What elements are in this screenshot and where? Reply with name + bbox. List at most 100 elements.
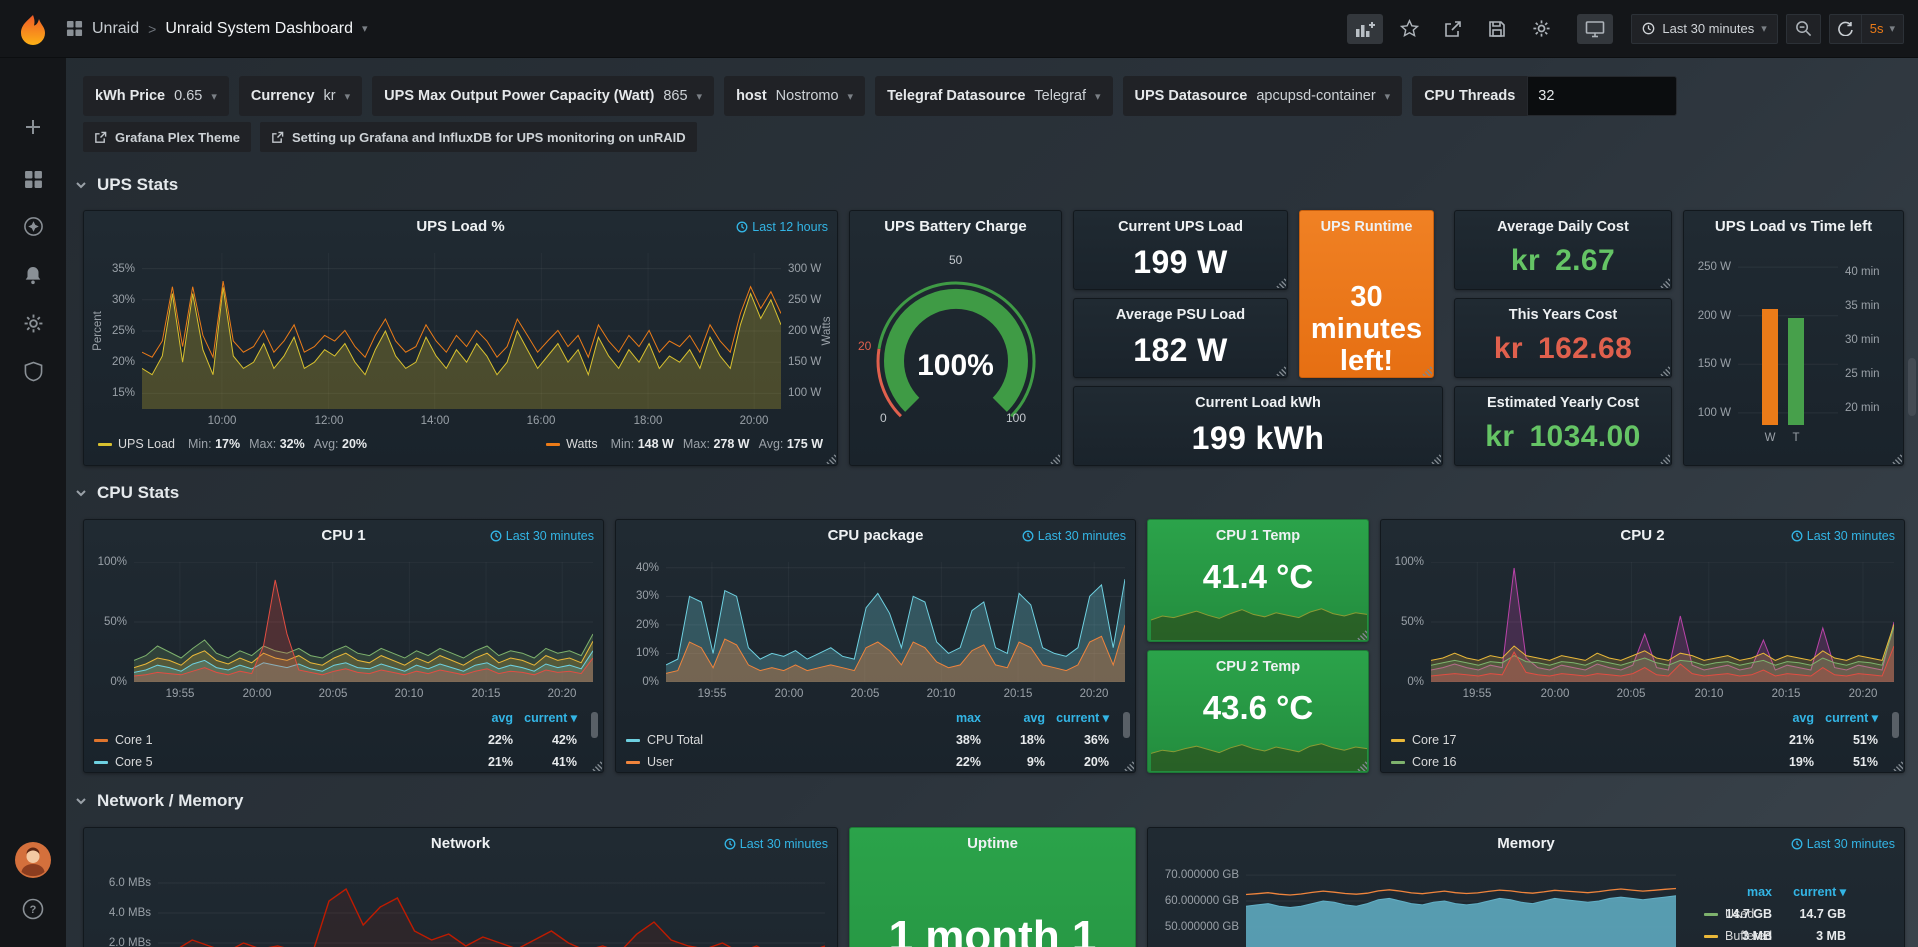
apps-grid-icon[interactable] [66, 20, 83, 37]
breadcrumb-folder[interactable]: Unraid [92, 19, 140, 37]
legend-column-header[interactable]: current ▾ [1825, 711, 1878, 725]
panel-title[interactable]: UPS Runtime [1320, 219, 1413, 235]
bar-W[interactable] [1762, 309, 1778, 425]
cycle-view-button[interactable] [1577, 13, 1614, 44]
dashboard-settings-button[interactable] [1523, 14, 1559, 44]
legend-item[interactable]: Core 5 [94, 752, 153, 772]
time-range-picker[interactable]: Last 30 minutes ▾ [1631, 13, 1778, 44]
bar-T[interactable] [1788, 317, 1804, 425]
panel-time-range[interactable]: Last 30 minutes [1791, 529, 1895, 543]
shield-icon [24, 361, 42, 381]
sidebar-item-create[interactable] [0, 105, 66, 149]
panel-time-range[interactable]: Last 30 minutes [490, 529, 594, 543]
legend-item[interactable]: CPU Total [626, 730, 703, 750]
panel-title[interactable]: CPU 2 [1620, 527, 1665, 544]
navbar-actions: Last 30 minutes ▾ 5s ▾ [1347, 13, 1904, 44]
panel-title[interactable]: UPS Load vs Time left [1714, 218, 1873, 235]
stat-value: 43.6 °C [1202, 689, 1314, 726]
dashboard-link-plex-theme[interactable]: Grafana Plex Theme [83, 122, 251, 152]
legend-scrollbar[interactable] [1892, 712, 1899, 738]
user-avatar[interactable] [0, 838, 66, 882]
panel-title[interactable]: CPU 2 Temp [1215, 659, 1301, 675]
legend-item[interactable]: Core 16 [1391, 752, 1456, 772]
refresh-button-group[interactable]: 5s ▾ [1828, 13, 1904, 44]
legend-column-header[interactable]: current ▾ [524, 711, 577, 725]
legend-scrollbar[interactable] [591, 712, 598, 738]
row-title: UPS Stats [97, 175, 179, 194]
variable-telegraf-datasource[interactable]: Telegraf Datasource Telegraf ▾ [875, 76, 1113, 116]
panel-title[interactable]: UPS Battery Charge [884, 218, 1027, 235]
panel-title[interactable]: CPU 1 [321, 527, 366, 544]
dashboards-grid-icon [24, 170, 42, 188]
panel-time-range[interactable]: Last 12 hours [736, 220, 828, 234]
legend-scrollbar[interactable] [1123, 712, 1130, 738]
legend-swatch [546, 443, 561, 447]
panel-title[interactable]: Average PSU Load [1115, 307, 1246, 323]
star-dashboard-button[interactable] [1391, 14, 1427, 44]
row-header-cpu-stats[interactable]: CPU Stats [74, 478, 179, 508]
legend-item[interactable]: Watts Min: 148 W Max: 278 W Avg: 175 W [546, 437, 823, 451]
panel-title[interactable]: CPU package [827, 527, 924, 544]
variable-ups-datasource[interactable]: UPS Datasource apcupsd-container ▾ [1122, 76, 1403, 116]
zoom-out-icon [1795, 21, 1811, 37]
legend-item[interactable]: UPS Load Min: 17% Max: 32% Avg: 20% [98, 437, 367, 451]
stat-value: kr 2.67 [1455, 244, 1671, 278]
save-dashboard-button[interactable] [1479, 14, 1515, 44]
variable-currency[interactable]: Currency kr ▾ [238, 76, 363, 116]
page-scrollbar-thumb[interactable] [1908, 358, 1916, 416]
refresh-interval[interactable]: 5s [1869, 21, 1884, 36]
panel-title[interactable]: Current UPS Load [1118, 219, 1243, 235]
share-dashboard-button[interactable] [1435, 14, 1471, 44]
legend-value: 14.7 GB [1799, 907, 1846, 921]
legend-column-header[interactable]: current ▾ [1793, 885, 1846, 899]
dashboard-title[interactable]: Unraid System Dashboard [165, 19, 353, 37]
add-panel-icon [1356, 21, 1376, 37]
sidebar-item-server-admin[interactable] [0, 349, 66, 393]
cpu-threads-input[interactable] [1527, 76, 1678, 116]
zoom-out-button[interactable] [1785, 13, 1821, 44]
legend-item[interactable]: Used [1704, 904, 1754, 924]
legend-column-header[interactable]: current ▾ [1056, 711, 1109, 725]
sidebar-item-alerting[interactable] [0, 253, 66, 297]
panel-title[interactable]: Memory [1497, 835, 1555, 852]
legend-item[interactable]: Core 17 [1391, 730, 1456, 750]
panel-time-range[interactable]: Last 30 minutes [724, 837, 828, 851]
axis-tick-label: 20 min [1845, 402, 1880, 414]
legend-row: UPS Load Min: 17% Max: 32% Avg: 20% Watts Min… [98, 437, 823, 451]
sidebar-item-configuration[interactable] [0, 301, 66, 345]
row-header-ups-stats[interactable]: UPS Stats [74, 170, 178, 200]
panel-title[interactable]: UPS Load % [416, 218, 505, 235]
legend-column-header[interactable]: avg [1023, 711, 1045, 725]
panel-title[interactable]: CPU 1 Temp [1215, 528, 1301, 544]
add-panel-button[interactable] [1347, 13, 1384, 44]
panel-title[interactable]: Estimated Yearly Cost [1486, 395, 1640, 411]
panel-ups-load: UPS Load % Last 12 hours 15% 20% 25% 30% 35%… [83, 210, 838, 466]
legend-item[interactable]: Buffered [1704, 926, 1772, 946]
legend-column-header[interactable]: avg [1792, 711, 1814, 725]
help-button[interactable]: ? [0, 887, 66, 931]
panel-title[interactable]: Current Load kWh [1195, 395, 1321, 411]
dashboard-link-ups-monitoring-guide[interactable]: Setting up Grafana and InfluxDB for UPS … [260, 122, 697, 152]
grafana-logo[interactable] [0, 13, 66, 45]
legend-item[interactable]: User [626, 752, 673, 772]
panel-title[interactable]: This Years Cost [1508, 307, 1618, 323]
variable-host[interactable]: host Nostromo ▾ [724, 76, 866, 116]
legend-item[interactable]: Core 1 [94, 730, 153, 750]
variable-kwh-price[interactable]: kWh Price 0.65 ▾ [83, 76, 229, 116]
legend-column-header[interactable]: avg [491, 711, 513, 725]
row-header-network-memory[interactable]: Network / Memory [74, 786, 243, 816]
axis-tick-label: 19:55 [1462, 688, 1492, 700]
panel-ups-load-vs-time-left: UPS Load vs Time left 100 W 150 W 200 W 250… [1683, 210, 1904, 466]
legend-column-header[interactable]: max [955, 711, 981, 725]
panel-time-range[interactable]: Last 30 minutes [1791, 837, 1895, 851]
variable-ups-max-output[interactable]: UPS Max Output Power Capacity (Watt) 865 ▾ [372, 76, 715, 116]
panel-title[interactable]: Network [430, 835, 491, 852]
sidebar-item-dashboards[interactable] [0, 157, 66, 201]
panel-cpu-1-temp: CPU 1 Temp 41.4 °C [1147, 519, 1369, 642]
panel-time-range[interactable]: Last 30 minutes [1022, 529, 1126, 543]
chevron-down-icon[interactable]: ▾ [361, 23, 368, 35]
sidebar-item-explore[interactable] [0, 204, 66, 248]
legend-column-header[interactable]: max [1746, 885, 1772, 899]
panel-title[interactable]: Uptime [967, 835, 1018, 852]
panel-title[interactable]: Average Daily Cost [1497, 219, 1629, 235]
